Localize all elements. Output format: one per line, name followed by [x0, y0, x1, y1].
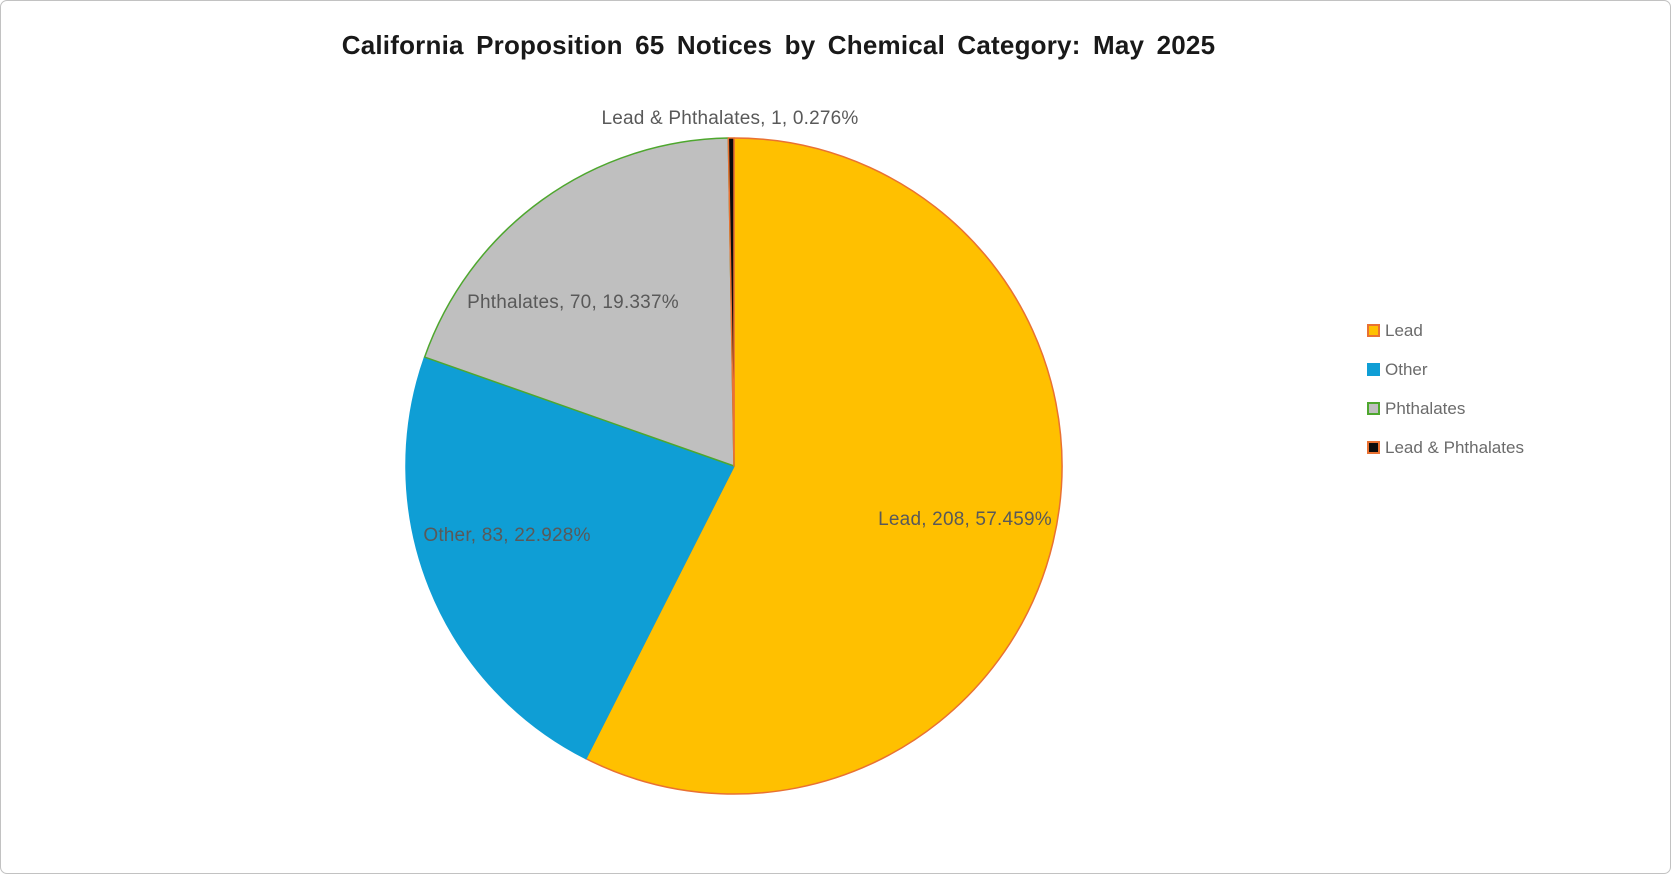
legend-item-phthalates[interactable]: Phthalates [1367, 399, 1524, 418]
legend-item-lead[interactable]: Lead [1367, 321, 1524, 340]
legend: Lead Other Phthalates Lead & Phthalates [1367, 321, 1524, 477]
pie-slice-other[interactable] [405, 356, 735, 760]
legend-swatch-lead [1367, 324, 1380, 337]
legend-swatch-lead-and-phthalates [1367, 441, 1380, 454]
legend-item-lead-and-phthalates[interactable]: Lead & Phthalates [1367, 438, 1524, 457]
data-label-other: Other, 83, 22.928% [423, 525, 591, 546]
data-label-lead: Lead, 208, 57.459% [878, 509, 1052, 530]
legend-swatch-other [1367, 363, 1380, 376]
legend-label-phthalates: Phthalates [1385, 398, 1466, 418]
chart-title: California Proposition 65 Notices by Che… [341, 30, 1216, 60]
data-label-lead-and-phthalates: Lead & Phthalates, 1, 0.276% [601, 108, 859, 129]
legend-swatch-phthalates [1367, 402, 1380, 415]
pie-slice-lead[interactable] [585, 137, 1063, 795]
pie-slice-phthalates[interactable] [423, 137, 735, 467]
pie-slice-lead-phthalates[interactable] [727, 137, 735, 467]
legend-label-lead: Lead [1385, 320, 1423, 340]
legend-label-lead-and-phthalates: Lead & Phthalates [1385, 437, 1524, 457]
legend-item-other[interactable]: Other [1367, 360, 1524, 379]
legend-label-other: Other [1385, 359, 1428, 379]
data-label-phthalates: Phthalates, 70, 19.337% [467, 292, 679, 313]
